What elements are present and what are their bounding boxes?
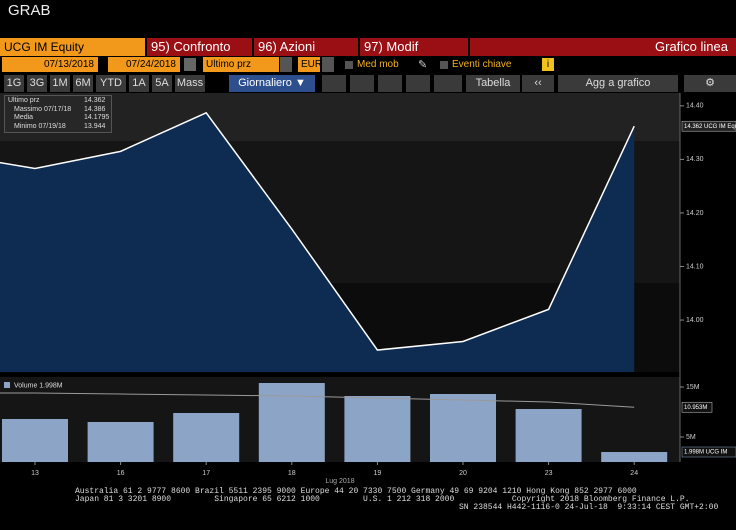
field-select[interactable]: Ultimo prz: [203, 57, 279, 72]
footer-line: Japan 81 3 3201 8900 Singapore 65 6212 1…: [75, 495, 690, 504]
legend-value: 14.362: [84, 97, 106, 104]
chart-type[interactable]: Grafico linea: [470, 38, 736, 56]
period-button[interactable]: 1M: [50, 75, 70, 92]
volume-bar: [87, 422, 154, 462]
average-label-box: [681, 401, 713, 413]
period-button[interactable]: 1G: [4, 75, 24, 92]
table-button[interactable]: Tabella: [466, 75, 520, 92]
legend-value: 13.944: [84, 122, 106, 130]
x-tick-label: 16: [117, 470, 125, 477]
volume-chart: 5M 15M Volume 1.998M 13 16 17 18 19 20 23 24 10.953…: [0, 382, 736, 477]
legend-label: Volume 1.998M: [14, 382, 63, 389]
frequency-select[interactable]: Giornaliero ▼: [229, 75, 315, 92]
y-tick-label: 14.00: [686, 317, 704, 324]
start-date[interactable]: 07/13/2018: [2, 57, 98, 72]
edit-menu[interactable]: 97) Modif: [360, 38, 468, 56]
add-to-chart-button[interactable]: Agg a grafico: [558, 75, 678, 92]
volume-bar: [173, 413, 240, 462]
period-button[interactable]: YTD: [96, 75, 126, 92]
x-tick-label: 18: [288, 470, 296, 477]
last-volume-label: 1.998M UCG IM: [684, 450, 727, 456]
measure-tool[interactable]: [406, 75, 430, 92]
period-button[interactable]: 1A: [129, 75, 149, 92]
x-tick-label: 19: [374, 470, 382, 477]
legend-label: Ultimo prz: [8, 97, 40, 104]
checkbox[interactable]: [345, 61, 353, 69]
volume-bar: [430, 394, 496, 462]
moving-average-label: Med mob: [357, 59, 399, 70]
compare-menu[interactable]: 95) Confronto: [147, 38, 252, 56]
x-tick-label: 20: [459, 470, 467, 477]
average-label: 10.953M: [684, 405, 707, 411]
legend-label: Media: [14, 114, 34, 121]
period-button[interactable]: 6M: [73, 75, 93, 92]
y-tick-label: 14.30: [686, 156, 704, 163]
y-tick-label: 14.20: [686, 210, 704, 217]
settings-button[interactable]: ⚙: [684, 75, 736, 92]
legend-label: Minimo 07/19/18: [14, 122, 66, 130]
volume-bar: [258, 383, 325, 462]
legend-value: 14.1795: [84, 114, 110, 121]
period-button[interactable]: 3G: [27, 75, 47, 92]
end-date[interactable]: 07/24/2018: [108, 57, 180, 72]
pencil-icon[interactable]: ✎: [418, 59, 428, 71]
zoom-tool[interactable]: [434, 75, 462, 92]
line-tool[interactable]: [322, 75, 346, 92]
legend-box: [4, 95, 112, 133]
dropdown-icon[interactable]: [322, 57, 334, 72]
window-title: GRAB: [8, 2, 51, 19]
checkbox[interactable]: [440, 61, 448, 69]
price-chart: 14.00 14.10 14.20 14.30 14.40 14.362 UCG IM E…: [0, 103, 736, 372]
x-tick-label: 13: [31, 470, 39, 477]
bar-tool[interactable]: [350, 75, 374, 92]
volume-bar: [601, 452, 668, 462]
period-button[interactable]: Mass: [175, 75, 205, 92]
y-tick-label: 14.40: [686, 103, 704, 110]
footer-line: SN 238544 H442-1116-0 24-Jul-18 9:33:14 …: [459, 503, 719, 512]
plot-band: [0, 93, 680, 141]
collapse-button[interactable]: ‹‹: [522, 75, 554, 92]
last-price-label: 14.362 UCG IM Equity: [684, 124, 736, 130]
key-events-label: Eventi chiave: [452, 59, 512, 70]
currency-select[interactable]: EUR: [298, 57, 322, 72]
candle-tool[interactable]: [378, 75, 402, 92]
calendar-icon[interactable]: [184, 58, 196, 71]
dropdown-icon[interactable]: [280, 57, 292, 72]
x-tick-label: 24: [630, 470, 638, 477]
volume-bar: [344, 396, 411, 462]
period-button[interactable]: 5A: [152, 75, 172, 92]
volume-bar: [515, 409, 582, 462]
y-tick-label: 15M: [686, 384, 700, 391]
footer-line: Australia 61 2 9777 8600 Brazil 5511 239…: [75, 487, 637, 496]
y-tick-label: 14.10: [686, 263, 704, 270]
x-tick-label: 23: [545, 470, 553, 477]
last-label-box: [681, 120, 736, 132]
last-volume-box: [681, 446, 736, 458]
info-icon[interactable]: i: [542, 58, 554, 71]
volume-average: [0, 392, 635, 408]
legend-swatch: [4, 382, 10, 388]
price-line: [0, 111, 635, 351]
actions-menu[interactable]: 96) Azioni: [254, 38, 358, 56]
x-axis-label: Lug 2018: [325, 478, 354, 485]
volume-bar: [2, 419, 68, 462]
x-tick-label: 17: [202, 470, 210, 477]
price-area: [0, 112, 635, 372]
y-tick-label: 5M: [686, 434, 696, 441]
legend-value: 14.386: [84, 105, 106, 113]
security-field[interactable]: UCG IM Equity: [0, 38, 145, 56]
legend-label: Massimo 07/17/18: [14, 105, 72, 113]
